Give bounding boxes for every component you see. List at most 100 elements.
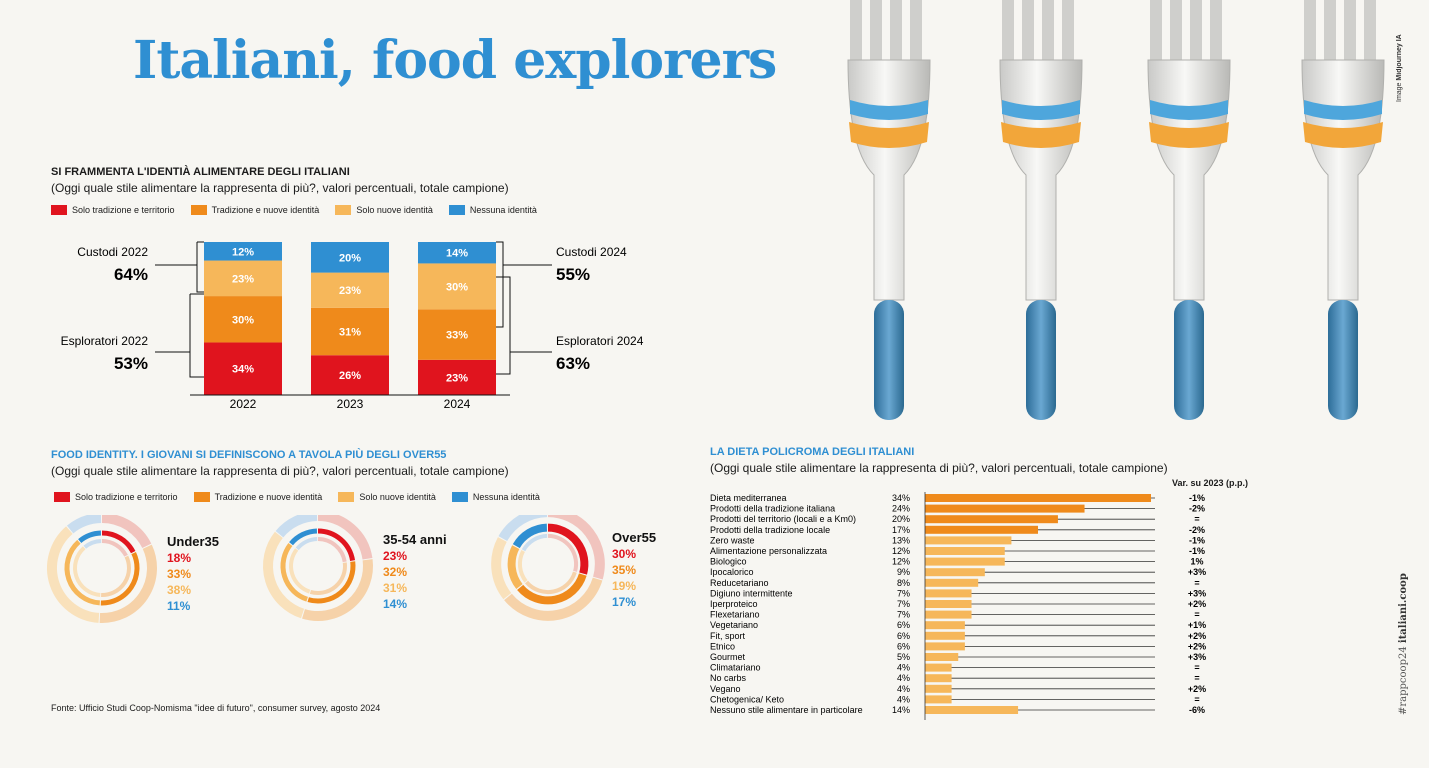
source-note: Fonte: Ufficio Studi Coop-Nomisma "idee …	[51, 703, 381, 713]
diet-bar	[925, 674, 952, 683]
donut-outer-segment	[317, 515, 373, 560]
annotation-esploratori-2024-value: 63%	[556, 354, 590, 373]
diet-variation-label: +2%	[1188, 641, 1206, 651]
x-tick-label: 2022	[230, 397, 257, 411]
diet-bar	[925, 600, 972, 608]
diet-value-label: 4%	[897, 694, 910, 704]
legend-label: Nessuna identità	[472, 492, 540, 502]
legend-label: Solo tradizione e territorio	[75, 492, 178, 502]
donut-inner-segment	[101, 555, 131, 597]
stack-segment	[418, 309, 496, 360]
donut-legend-under35: Under35 18% 33% 38% 11%	[167, 534, 219, 614]
annotation-esploratori-2024-label: Esploratori 2024	[556, 334, 644, 348]
legend-label: Tradizione e nuove identità	[211, 205, 320, 215]
diet-variation-label: =	[1194, 673, 1199, 683]
section1-title: SI FRAMMENTA L'IDENTIÀ ALIMENTARE DEGLI …	[51, 166, 350, 178]
donut-legend-over55: Over55 30% 35% 19% 17%	[612, 530, 656, 610]
donut-value: 30%	[612, 547, 637, 561]
donut-inner-segment	[83, 539, 102, 549]
diet-bar	[925, 663, 952, 672]
section2-subtitle: (Oggi quale stile alimentare la rapprese…	[51, 464, 509, 478]
donut-charts	[47, 515, 605, 623]
donut-group-name: Under35	[167, 534, 220, 549]
diet-variation-label: 1%	[1190, 557, 1203, 567]
stack-segment-label: 31%	[339, 327, 361, 339]
donut-group-name: Over55	[612, 530, 657, 545]
forks-illustration	[830, 0, 1405, 440]
diet-bar	[925, 653, 959, 661]
donut-outer-segment	[263, 531, 305, 619]
stack-segment-label: 30%	[232, 314, 254, 326]
bracket-custodi-2024	[496, 241, 552, 328]
section1-subtitle: (Oggi quale stile alimentare la rapprese…	[51, 181, 509, 195]
section2-title: FOOD IDENTITY. I GIOVANI SI DEFINISCONO …	[51, 449, 447, 461]
donut-value: 17%	[612, 595, 637, 609]
diet-value-label: 8%	[897, 578, 910, 588]
donut-value: 38%	[167, 583, 192, 597]
diet-bar	[925, 515, 1058, 524]
annotation-custodi-2022-value: 64%	[114, 265, 148, 284]
diet-category-label: Prodotti del territorio (locali e a Km0)	[710, 514, 856, 524]
legend-label: Solo tradizione e territorio	[72, 205, 175, 215]
donut-inner-segment	[295, 537, 318, 551]
bracket-esploratori-2022	[155, 293, 204, 378]
diet-variation-label: +2%	[1188, 684, 1206, 694]
x-tick-label: 2023	[337, 397, 364, 411]
donut-value: 35%	[612, 563, 637, 577]
diet-bar-chart: Dieta mediterranea 34% -1% Prodotti della t…	[710, 492, 1206, 720]
stack-segment-label: 33%	[446, 330, 468, 342]
donut-legend-35-54: 35-54 anni 23% 32% 31% 14%	[383, 532, 447, 612]
diet-category-label: Ipocalorico	[710, 567, 754, 577]
donut-inner-segment	[517, 550, 528, 583]
diet-bar	[925, 631, 965, 640]
diet-variation-label: +2%	[1188, 631, 1206, 641]
diet-value-label: 4%	[897, 663, 910, 673]
diet-value-label: 7%	[897, 599, 910, 609]
stack-segment	[204, 342, 282, 395]
donut-inner-segment	[317, 537, 347, 563]
x-tick-label: 2024	[444, 397, 471, 411]
donut-outer-segment	[504, 577, 603, 621]
annotation-esploratori-2022-value: 53%	[114, 354, 148, 373]
diet-value-label: 12%	[892, 546, 910, 556]
stack-segment-label: 14%	[446, 248, 468, 260]
bracket-custodi-2022	[155, 241, 204, 293]
diet-bar	[925, 568, 985, 577]
diet-bar	[925, 525, 1038, 534]
diet-category-label: Fit, sport	[710, 631, 746, 641]
donut-inner-segment	[289, 548, 311, 594]
donut-value: 32%	[383, 565, 408, 579]
donut-group-name: 35-54 anni	[383, 532, 447, 547]
diet-variation-label: =	[1194, 663, 1199, 673]
diet-bar	[925, 706, 1019, 714]
diet-category-label: Vegano	[710, 684, 741, 694]
diet-category-label: Prodotti della tradizione locale	[710, 525, 830, 535]
diet-variation-label: +3%	[1188, 652, 1206, 662]
legend-label: Solo nuove identità	[356, 205, 433, 215]
legend-label: Solo nuove identità	[359, 492, 436, 502]
donut-segment	[317, 528, 356, 562]
stack-segment-label: 23%	[446, 372, 468, 384]
donut-segment	[280, 542, 309, 602]
stack-segment	[311, 242, 389, 273]
diet-variation-label: -1%	[1189, 493, 1205, 503]
donut-outer-segment	[498, 515, 548, 542]
donut-segment	[517, 573, 587, 605]
diet-value-label: 6%	[897, 631, 910, 641]
diet-category-label: Prodotti della tradizione italiana	[710, 504, 835, 514]
diet-bar	[925, 547, 1005, 555]
diet-variation-label: =	[1194, 610, 1199, 620]
stack-segment	[204, 260, 282, 297]
donut-segment	[100, 552, 140, 606]
donut-outer-segment	[491, 537, 512, 600]
diet-bar	[925, 695, 952, 704]
diet-category-label: Reducetariano	[710, 578, 769, 588]
page-title: Italiani, food explorers	[133, 30, 777, 91]
legend-label: Nessuna identità	[469, 205, 537, 215]
stacked-bar-chart: Custodi 2022 64% Esploratori 2022 53% Cu…	[61, 241, 644, 411]
donut-outer-segment	[47, 526, 100, 623]
stack-segment	[311, 272, 389, 308]
stack-segment-label: 20%	[339, 252, 361, 264]
diet-category-label: Etnico	[710, 641, 735, 651]
donut-inner-segment	[547, 533, 579, 572]
